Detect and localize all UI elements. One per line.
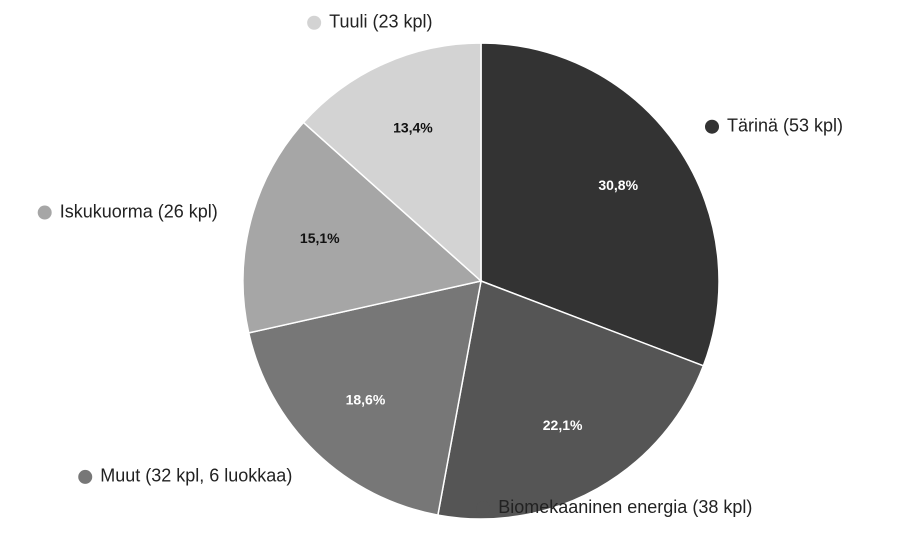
pie-slice bbox=[436, 279, 705, 520]
legend-dot bbox=[705, 119, 720, 134]
legend-dot bbox=[307, 15, 322, 30]
slice-label: 15,1% bbox=[300, 230, 340, 246]
slice-label: 30,8% bbox=[598, 177, 638, 193]
legend-dot bbox=[37, 205, 52, 220]
pie-slice bbox=[480, 42, 720, 367]
legend-label: Tuuli (23 kpl) bbox=[329, 11, 432, 31]
slice-label: 13,4% bbox=[393, 120, 433, 136]
slice-label: 18,6% bbox=[346, 392, 386, 408]
pie-slice bbox=[302, 42, 482, 283]
pie-slice bbox=[242, 121, 483, 334]
slice-label: 22,1% bbox=[543, 417, 583, 433]
legend-dot bbox=[78, 469, 93, 484]
pie-slice bbox=[247, 280, 482, 516]
legend-dot bbox=[476, 501, 491, 516]
legend-label: Iskukuorma (26 kpl) bbox=[60, 201, 218, 221]
legend-label: Biomekaaninen energia (38 kpl) bbox=[498, 497, 752, 517]
legend-label: Muut (32 kpl, 6 luokkaa) bbox=[100, 466, 292, 486]
legend-label: Tärinä (53 kpl) bbox=[727, 115, 843, 135]
